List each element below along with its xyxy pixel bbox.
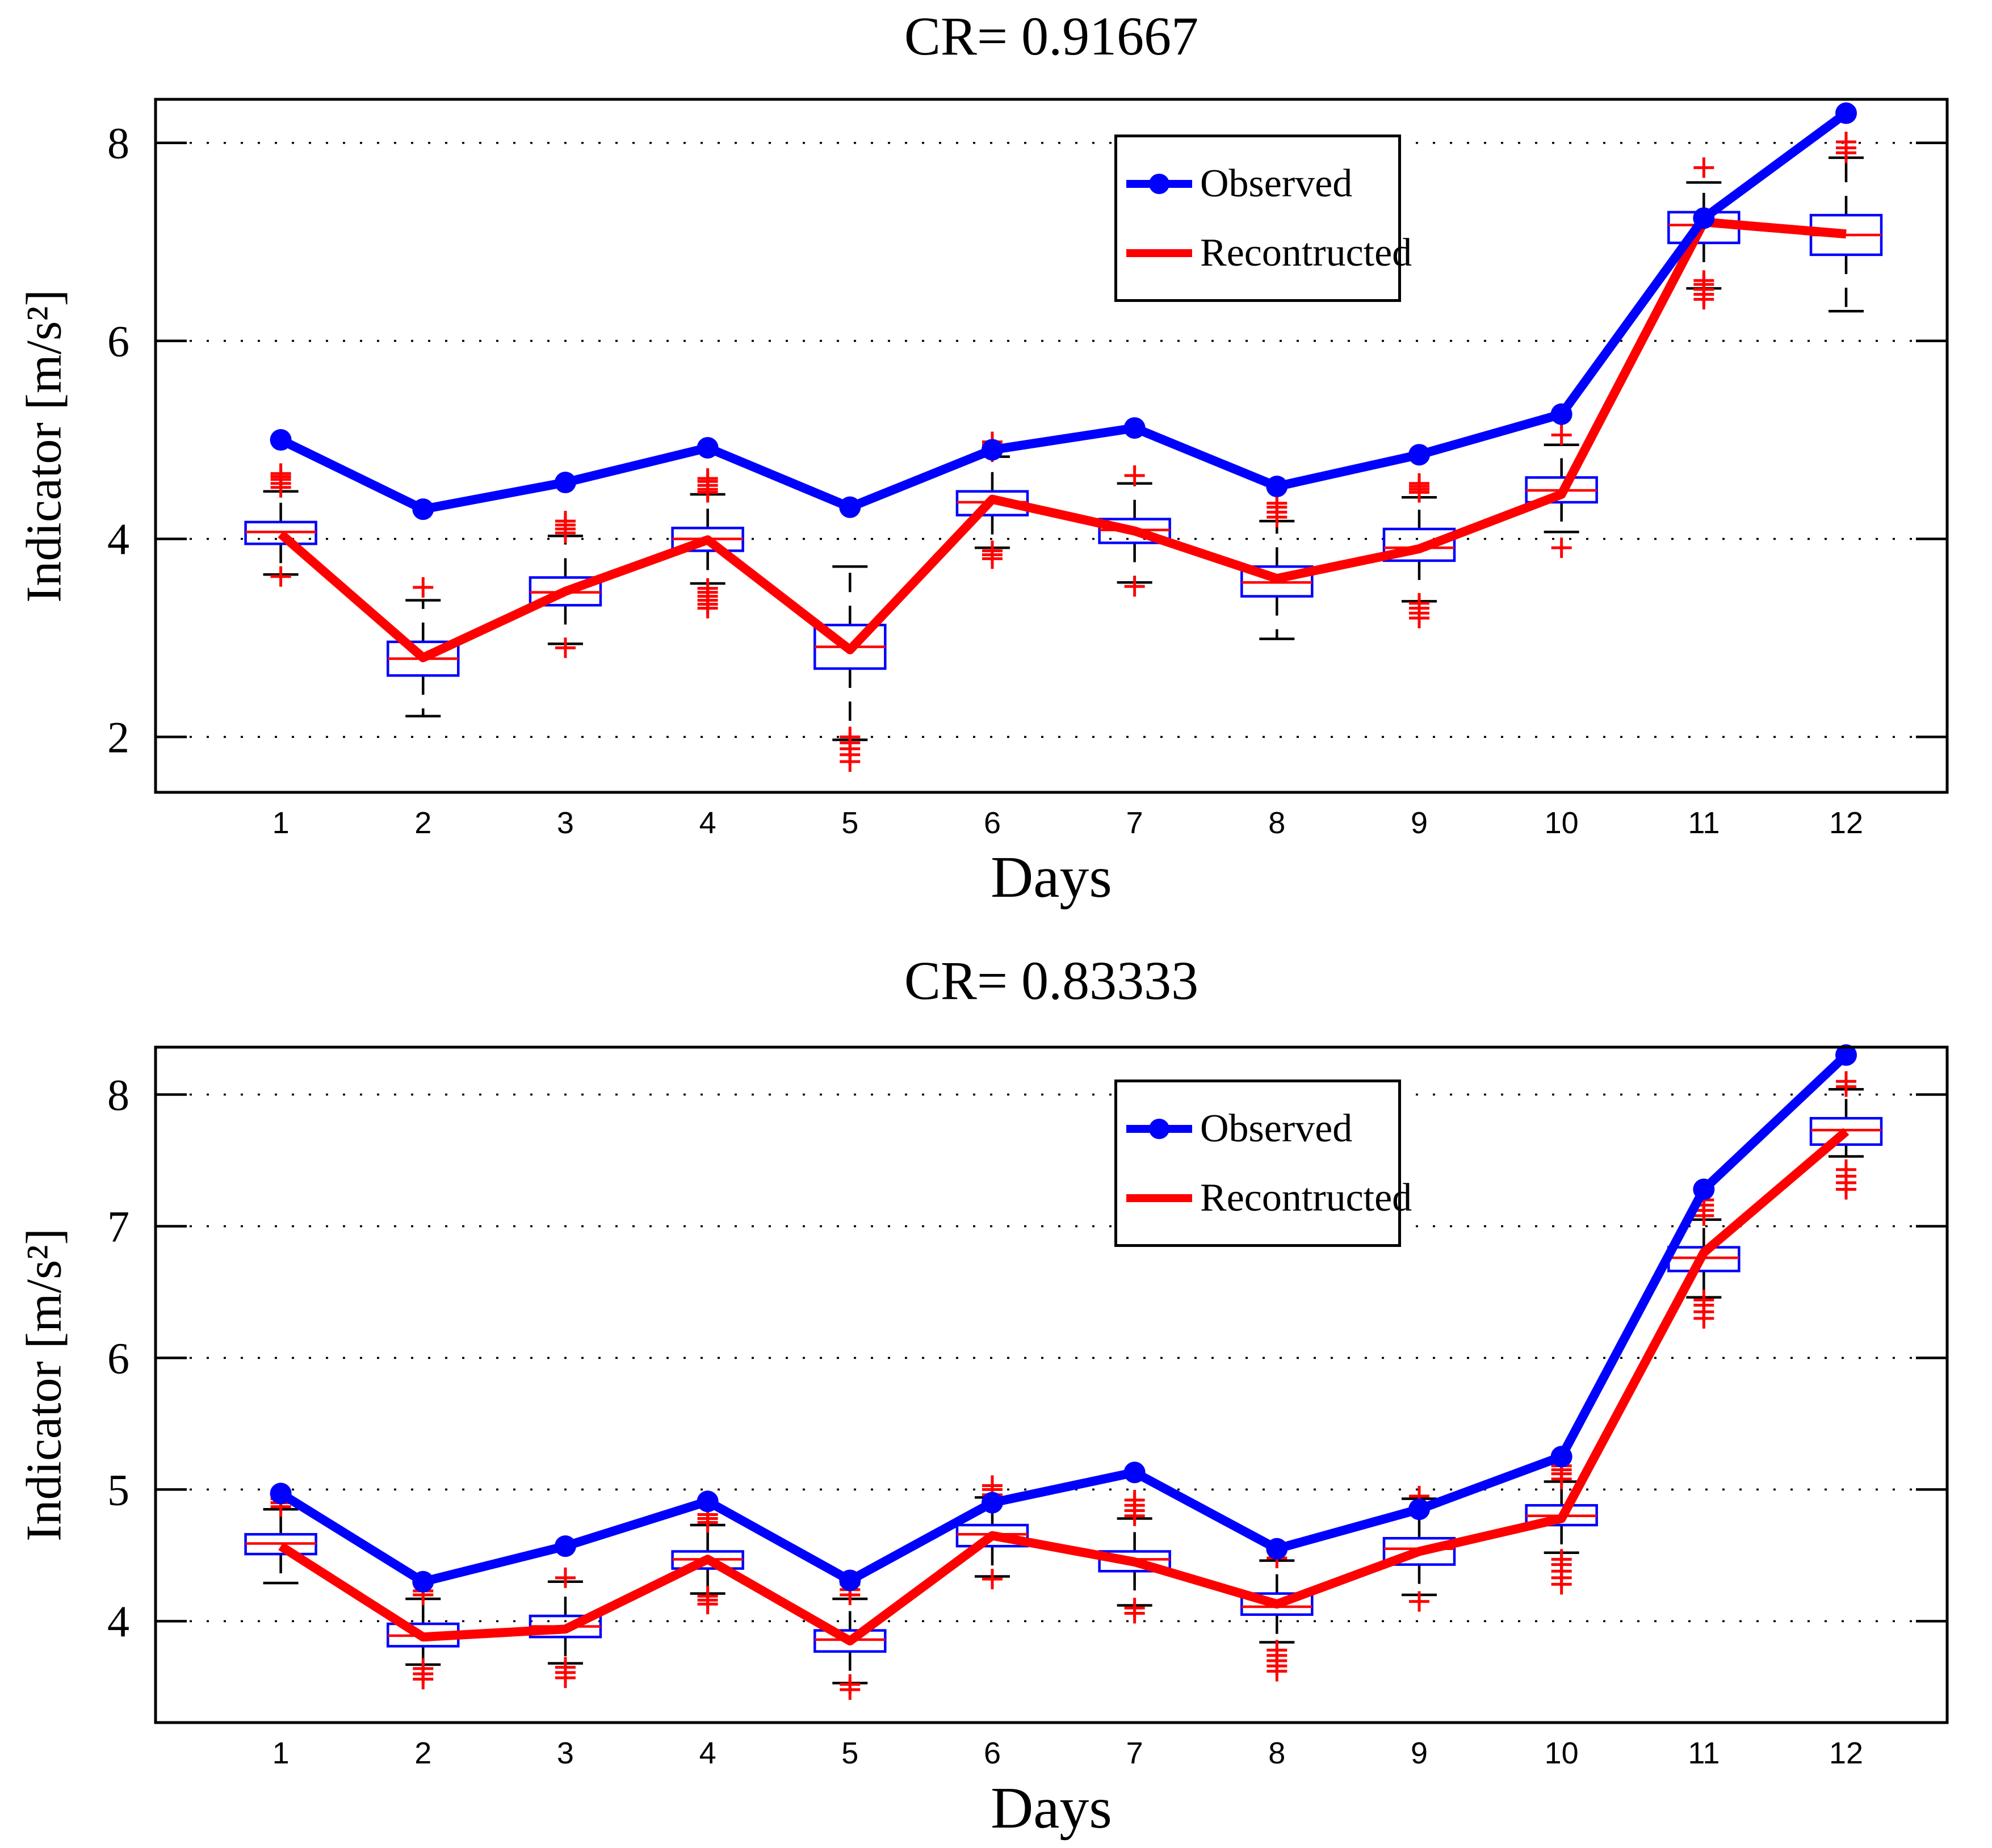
legend-observed-row: Observed <box>1126 1106 1394 1150</box>
svg-text:10: 10 <box>1545 806 1579 840</box>
bottom-x-axis-label: Days <box>991 1775 1112 1841</box>
svg-text:11: 11 <box>1688 806 1720 840</box>
svg-text:5: 5 <box>841 806 858 840</box>
reconstructed-line-swatch-icon <box>1126 1188 1192 1208</box>
plot-frame <box>154 98 1949 794</box>
axis-ticks <box>156 141 1947 738</box>
svg-text:4: 4 <box>699 806 716 840</box>
svg-text:3: 3 <box>557 806 574 840</box>
legend-reconstructed-row: Recontructed <box>1126 1178 1412 1218</box>
svg-text:6: 6 <box>984 1736 1001 1770</box>
top-chart-title: CR= 0.91667 <box>904 6 1199 66</box>
legend-reconstructed-row: Recontructed <box>1126 233 1412 273</box>
legend-reconstructed-label: Recontructed <box>1200 230 1412 275</box>
svg-text:6: 6 <box>107 317 129 366</box>
observed-series <box>270 1044 1857 1593</box>
observed-line-swatch-icon <box>1126 173 1192 194</box>
svg-text:2: 2 <box>414 1736 431 1770</box>
svg-text:9: 9 <box>1411 806 1428 840</box>
legend-observed-row: Observed <box>1126 161 1394 205</box>
svg-text:4: 4 <box>107 1597 129 1646</box>
svg-text:8: 8 <box>107 1070 129 1120</box>
legend-reconstructed-label: Recontructed <box>1200 1175 1412 1220</box>
top-legend: Observed Recontructed <box>1114 135 1412 302</box>
svg-text:3: 3 <box>557 1736 574 1770</box>
svg-text:8: 8 <box>107 119 129 168</box>
svg-text:9: 9 <box>1411 1736 1428 1770</box>
legend-observed-label: Observed <box>1200 161 1353 205</box>
svg-text:6: 6 <box>107 1333 129 1383</box>
bottom-chart-title: CR= 0.83333 <box>904 950 1199 1011</box>
svg-text:7: 7 <box>107 1202 129 1251</box>
observed-line-swatch-icon <box>1126 1118 1192 1139</box>
svg-text:10: 10 <box>1545 1736 1579 1770</box>
svg-text:12: 12 <box>1829 1736 1863 1770</box>
bottom-legend: Observed Recontructed <box>1114 1080 1412 1247</box>
svg-text:12: 12 <box>1829 806 1863 840</box>
svg-text:1: 1 <box>272 806 290 840</box>
observed-series <box>270 102 1857 520</box>
svg-text:8: 8 <box>1268 806 1285 840</box>
boxplots <box>244 1071 1883 1700</box>
top-x-axis-label: Days <box>991 845 1112 910</box>
svg-text:4: 4 <box>699 1736 716 1770</box>
reconstructed-series <box>278 1128 1850 1646</box>
plot-frame <box>154 1045 1949 1724</box>
svg-text:4: 4 <box>107 514 129 564</box>
reconstructed-series <box>278 217 1847 662</box>
svg-text:7: 7 <box>1126 1736 1143 1770</box>
legend-observed-label: Observed <box>1200 1106 1353 1150</box>
boxplots <box>244 132 1883 772</box>
svg-text:5: 5 <box>107 1465 129 1514</box>
svg-text:1: 1 <box>272 1736 290 1770</box>
svg-text:8: 8 <box>1268 1736 1285 1770</box>
reconstructed-line-swatch-icon <box>1126 243 1192 263</box>
svg-text:2: 2 <box>107 712 129 762</box>
svg-text:6: 6 <box>984 806 1001 840</box>
svg-text:5: 5 <box>841 1736 858 1770</box>
svg-text:11: 11 <box>1688 1736 1720 1770</box>
svg-text:7: 7 <box>1126 806 1143 840</box>
svg-text:2: 2 <box>414 806 431 840</box>
axis-ticks <box>156 1093 1947 1623</box>
